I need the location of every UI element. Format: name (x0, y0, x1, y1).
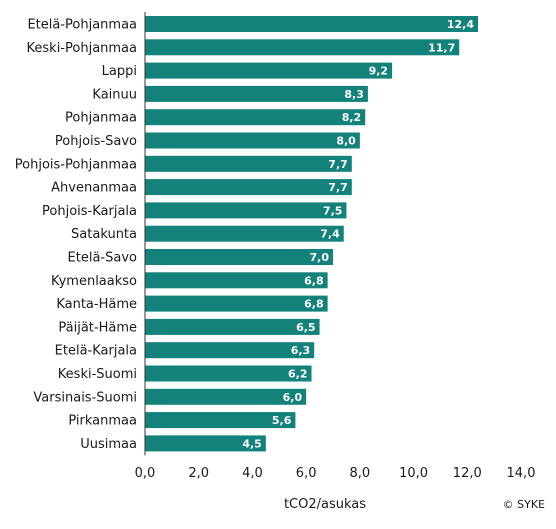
value-label: 7,7 (328, 158, 348, 171)
bar (145, 295, 328, 312)
bar (145, 435, 266, 452)
value-label: 8,2 (342, 111, 362, 124)
credit-label: © SYKE (503, 498, 545, 511)
category-label: Etelä-Karjala (55, 344, 137, 359)
category-label: Lappi (102, 64, 137, 79)
value-label: 12,4 (447, 18, 474, 31)
bars (145, 16, 479, 452)
value-label: 6,8 (304, 298, 324, 311)
value-label: 9,2 (369, 65, 389, 78)
value-label: 6,3 (291, 344, 311, 357)
category-labels: Etelä-Pohjanmaa Keski-Pohjanmaa Lappi Kainu… (15, 18, 137, 452)
value-label: 7,4 (320, 228, 340, 241)
bar (145, 342, 315, 359)
value-label: 8,3 (344, 88, 364, 101)
bar (145, 318, 320, 335)
x-tick-label: 2,0 (188, 466, 209, 481)
value-label: 6,2 (288, 368, 308, 381)
bar (145, 272, 328, 289)
category-label: Pohjanmaa (65, 111, 137, 126)
category-label: Päijät-Häme (58, 320, 137, 335)
bar (145, 39, 460, 56)
bar (145, 202, 347, 219)
x-tick-label: 0,0 (135, 466, 156, 481)
category-label: Ahvenanmaa (51, 181, 137, 196)
value-labels: 12,4 11,7 9,2 8,3 8,2 8,0 7,7 7,7 7,5 7,4 7,0 6,8 6,… (242, 18, 474, 450)
category-label: Kainuu (92, 87, 137, 102)
value-label: 6,0 (283, 391, 303, 404)
bar (145, 109, 366, 126)
bar (145, 62, 393, 79)
bar (145, 85, 368, 102)
bar (145, 412, 296, 429)
value-label: 7,5 (323, 204, 343, 217)
category-label: Kanta-Häme (56, 297, 137, 312)
value-label: 8,0 (336, 135, 356, 148)
bar (145, 16, 479, 32)
value-label: 6,5 (296, 321, 316, 334)
x-axis: 0,0 2,0 4,0 6,0 8,0 10,0 12,0 14,0 (135, 12, 536, 481)
value-label: 7,7 (328, 181, 348, 194)
x-tick-label: 10,0 (399, 466, 428, 481)
category-label: Keski-Pohjanmaa (27, 41, 137, 56)
category-label: Pohjois-Savo (55, 134, 137, 149)
bar (145, 388, 307, 405)
category-label: Kymenlaakso (51, 274, 137, 289)
bar (145, 155, 352, 172)
bar (145, 179, 352, 196)
x-tick-label: 6,0 (296, 466, 317, 481)
value-label: 11,7 (428, 41, 455, 54)
category-label: Pirkanmaa (68, 414, 137, 429)
x-tick-label: 14,0 (507, 466, 536, 481)
category-label: Pohjois-Pohjanmaa (15, 157, 137, 172)
category-label: Etelä-Savo (68, 251, 137, 266)
category-label: Varsinais-Suomi (33, 390, 137, 405)
x-tick-label: 4,0 (242, 466, 263, 481)
category-label: Etelä-Pohjanmaa (27, 18, 137, 33)
category-label: Pohjois-Karjala (42, 204, 137, 219)
x-axis-title: tCO2/asukas (284, 497, 366, 512)
bar (145, 132, 360, 149)
value-label: 5,6 (272, 414, 292, 427)
bar (145, 365, 312, 382)
value-label: 4,5 (242, 437, 262, 450)
value-label: 6,8 (304, 274, 324, 287)
x-tick-label: 12,0 (453, 466, 482, 481)
category-label: Satakunta (71, 227, 137, 242)
bar (145, 225, 344, 242)
category-label: Keski-Suomi (58, 367, 137, 382)
value-label: 7,0 (310, 251, 330, 264)
category-label: Uusimaa (80, 437, 137, 452)
x-tick-label: 8,0 (350, 466, 371, 481)
bar (145, 249, 333, 265)
